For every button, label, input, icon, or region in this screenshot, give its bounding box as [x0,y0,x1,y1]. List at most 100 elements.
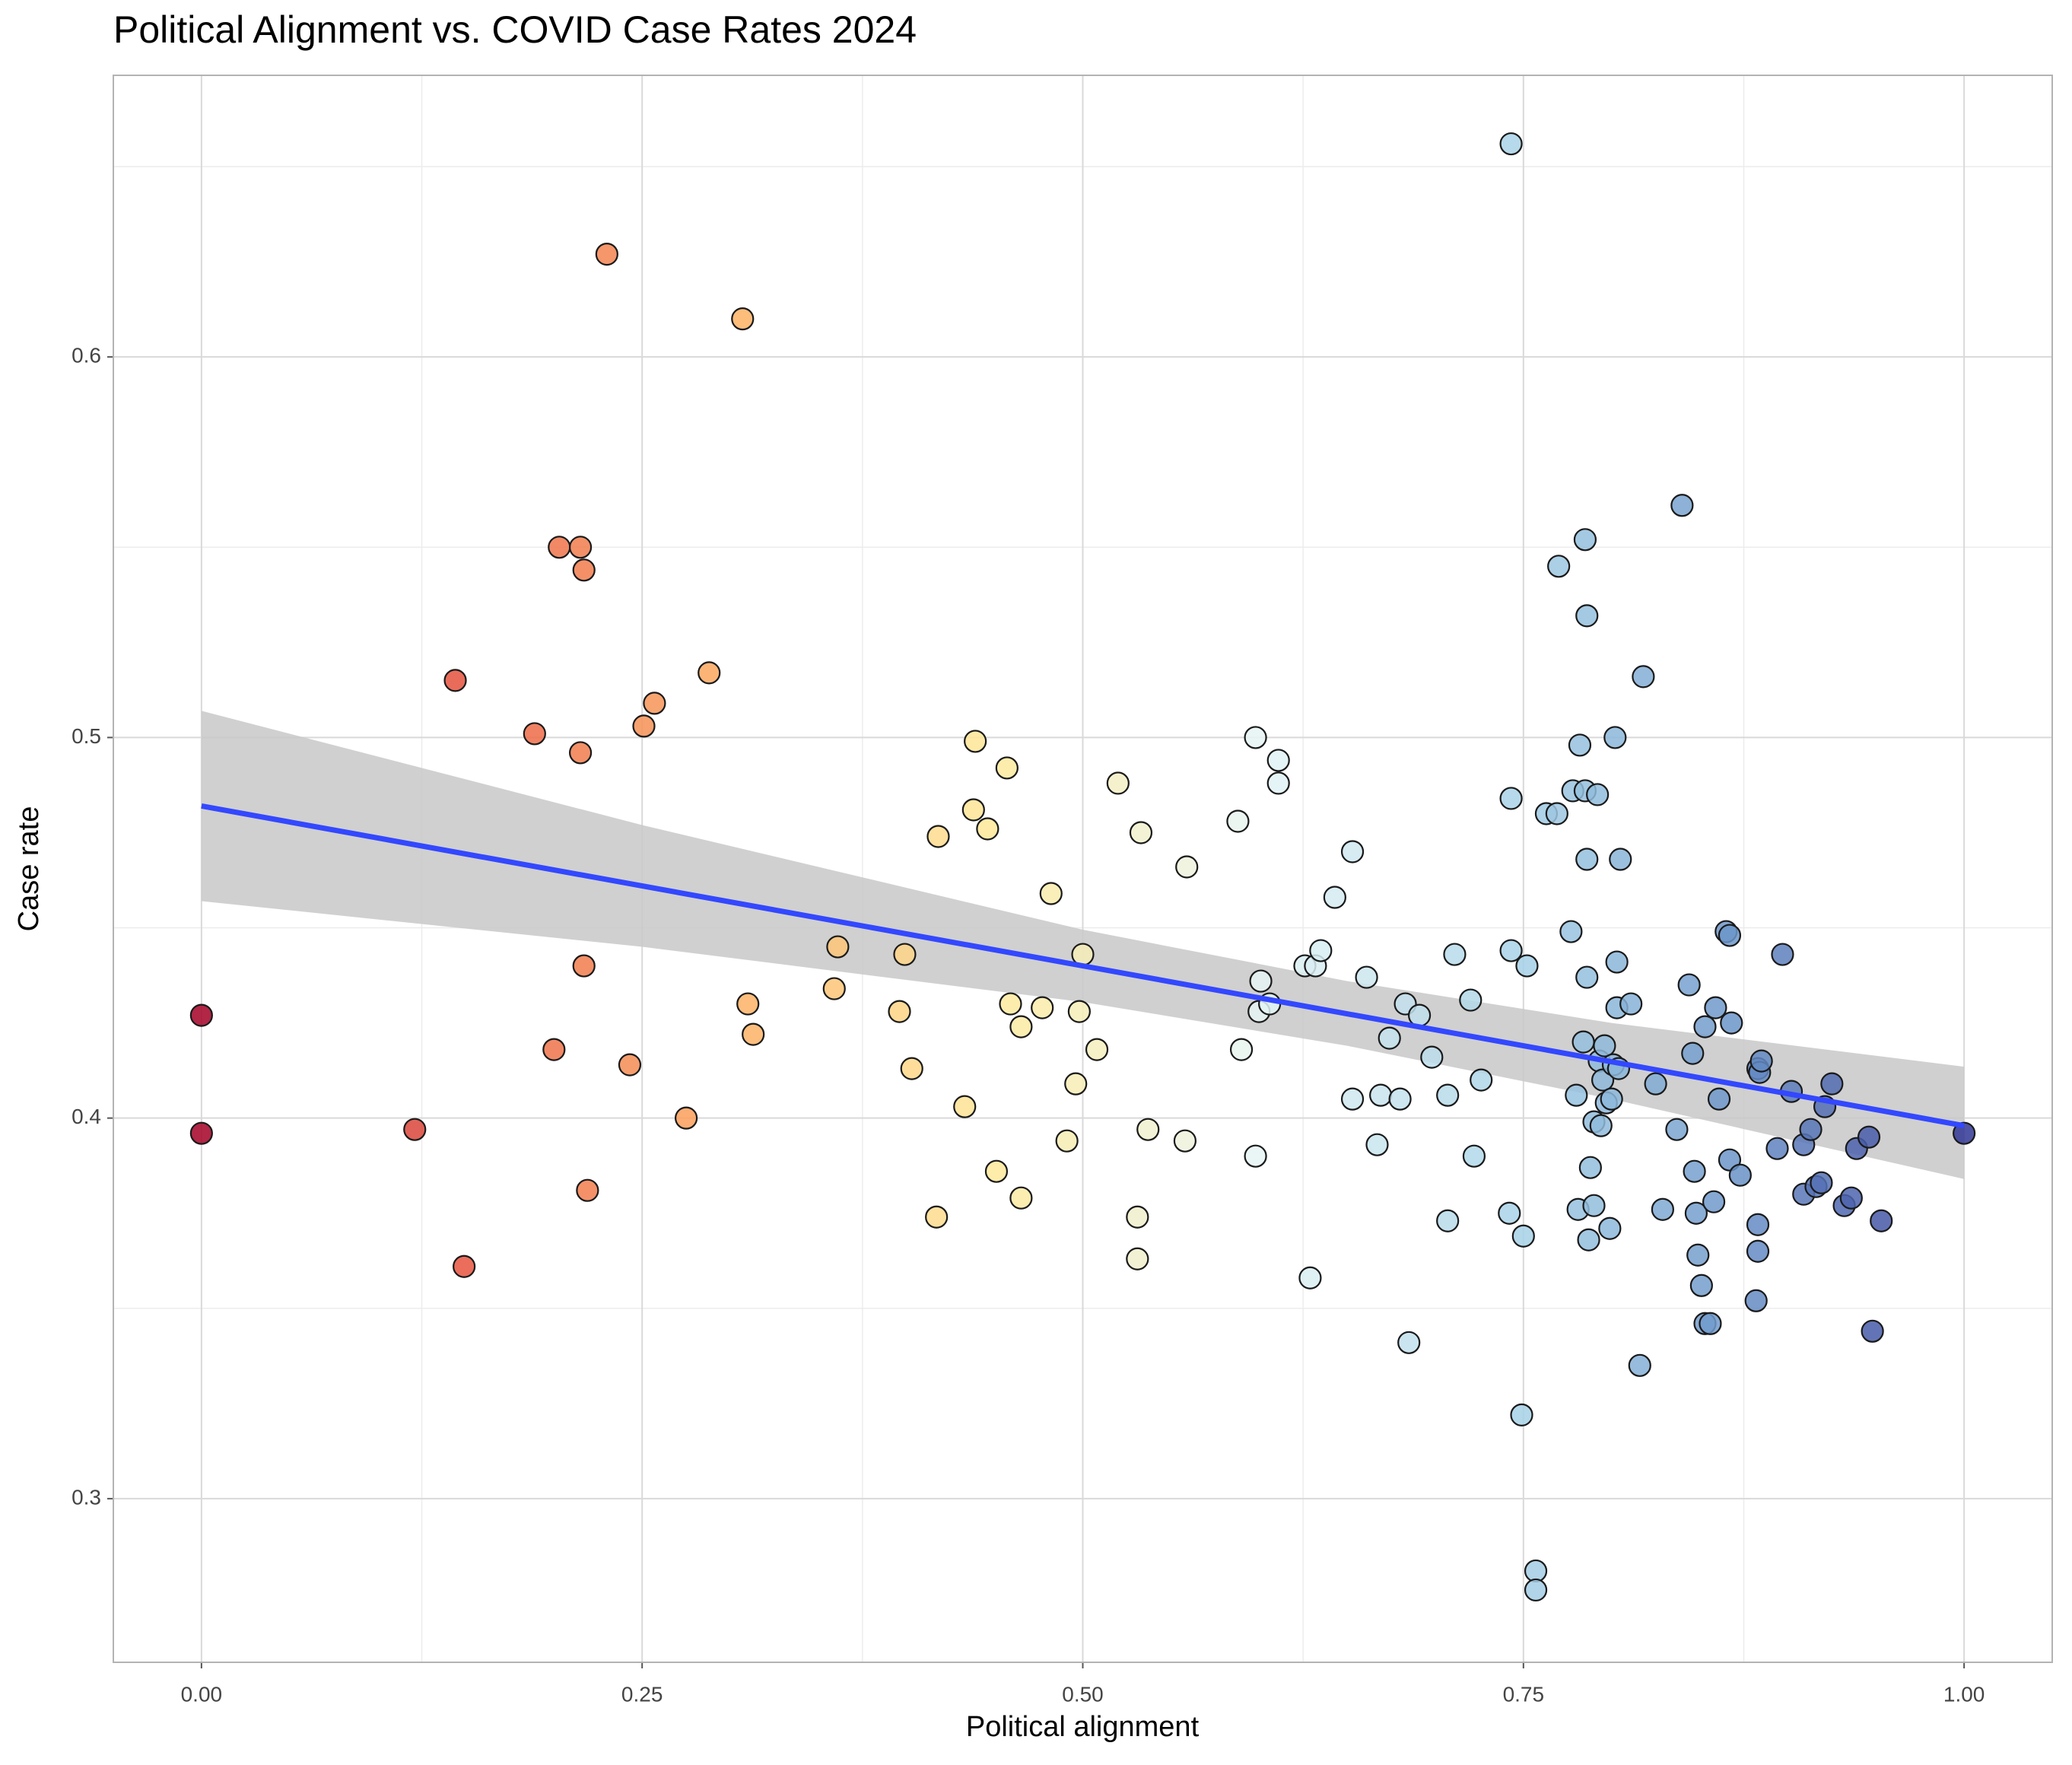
point [1039,882,1063,905]
point [1126,1205,1149,1229]
point [1686,1243,1710,1267]
point [453,1255,476,1278]
point [822,977,846,1000]
point [1244,726,1267,749]
point [1355,965,1378,989]
point [1085,1038,1109,1061]
x-axis-title: Political alignment [966,1711,1200,1743]
point [1388,1087,1412,1111]
point [1249,969,1273,993]
point [1628,1353,1651,1377]
y-axis-title: Case rate [13,806,45,932]
point [1515,954,1539,978]
point [618,1053,642,1076]
point [1839,1186,1863,1210]
point [1600,1087,1623,1111]
point [1064,1072,1088,1096]
point [1744,1289,1768,1312]
point [1799,1118,1823,1141]
point [1340,840,1365,863]
point [1378,1026,1401,1050]
point [595,243,618,266]
point [1524,1578,1548,1602]
point [1129,821,1153,844]
point [568,741,593,765]
point [1857,1125,1881,1149]
point [1397,1331,1421,1354]
point [900,1057,923,1080]
point [1524,1559,1548,1583]
point [893,943,917,966]
point [523,722,546,746]
point [1619,992,1643,1016]
point [1707,1087,1731,1111]
point [1055,1129,1079,1153]
point [1498,1201,1521,1225]
point [1593,1034,1616,1057]
point [1407,1003,1432,1027]
point [1651,1197,1674,1221]
point [1677,973,1701,997]
point [1499,939,1523,962]
point [189,1003,213,1027]
x-tick-label: 0.75 [1503,1682,1545,1706]
point [999,992,1022,1016]
point [1953,1121,1976,1145]
point [1436,1209,1460,1232]
point [1670,494,1694,517]
y-tick-label: 0.5 [72,724,101,748]
point [572,954,596,978]
point [1547,555,1571,578]
point [1568,733,1592,757]
point [1298,1266,1322,1290]
point [1340,1087,1365,1111]
point [888,1000,911,1023]
point [548,536,571,559]
point [925,1205,949,1229]
point [1683,1159,1706,1183]
point [572,558,596,582]
point [568,536,593,559]
point [961,798,985,822]
point [1443,943,1467,966]
point [1323,886,1346,909]
point [1266,771,1290,795]
point [1309,939,1333,962]
y-tick-label: 0.4 [72,1105,101,1128]
point [1699,1312,1722,1335]
point [1565,1083,1588,1107]
point [1684,1201,1708,1225]
point [443,669,467,692]
point [403,1118,427,1141]
point [1746,1239,1770,1263]
point [1067,1000,1091,1023]
point [926,825,950,848]
x-tick-label: 1.00 [1943,1682,1985,1706]
point [1470,1068,1493,1092]
y-tick-label: 0.6 [72,344,101,367]
point [984,1159,1009,1183]
chart-title: Political Alignment vs. COVID Case Rates… [113,8,917,51]
point [1861,1319,1884,1343]
point [1365,1133,1389,1156]
point [1436,1083,1460,1107]
point [1420,1045,1444,1069]
point [1559,920,1583,943]
point [1545,802,1568,825]
point [1575,848,1599,871]
point [1175,855,1199,879]
point [953,1095,977,1118]
point [576,1178,599,1202]
point [1589,1114,1613,1137]
point [1369,1083,1393,1107]
point [826,935,850,959]
point [1718,924,1742,947]
point [643,692,666,715]
point [1571,1030,1595,1054]
x-tick-label: 0.50 [1062,1682,1104,1706]
point [1810,1171,1833,1194]
point [1229,1038,1254,1061]
point [1578,1156,1602,1179]
